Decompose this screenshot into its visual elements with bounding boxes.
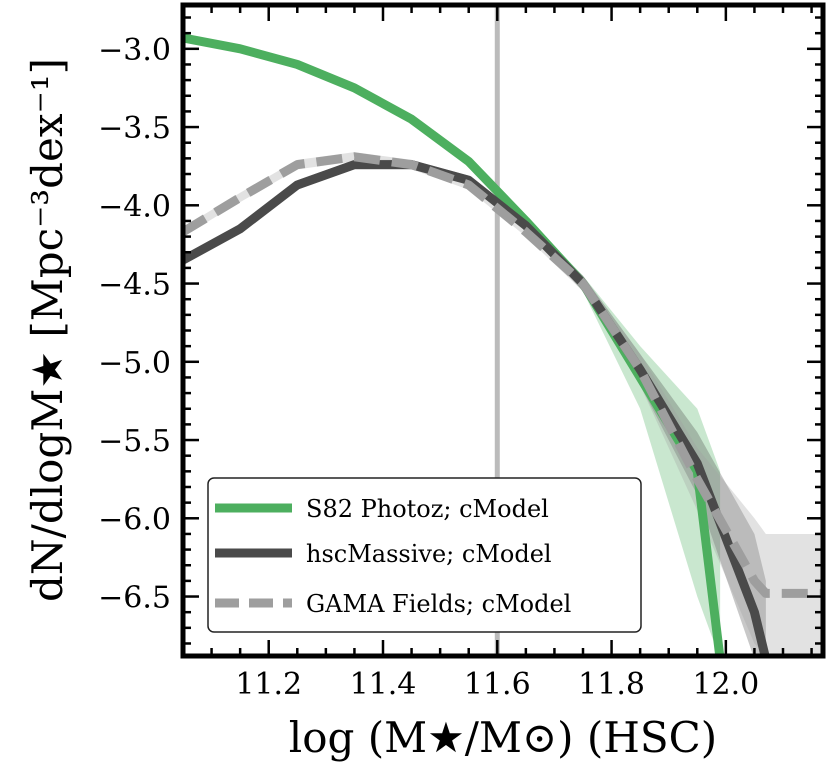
y-tick-label: −5.0: [98, 346, 171, 381]
confidence-bands: [183, 34, 823, 656]
tick-labels: 11.2 11.4 11.6 11.8 12.0 −3.0 −3.5 −4.0 −4.5 −5.0…: [98, 33, 759, 702]
y-tick-label: −3.0: [98, 33, 171, 68]
x-axis-title: log (M★/M⊙) (HSC): [289, 713, 717, 762]
y-tick-label: −4.5: [98, 268, 171, 303]
gama-fields-cmodel-line: [183, 152, 823, 598]
x-tick-label: 12.0: [692, 667, 759, 702]
plot-frame: [180, 2, 826, 659]
legend-label-gama-fields-cmodel: GAMA Fields; cModel: [306, 590, 571, 618]
x-tick-label: 11.2: [235, 667, 302, 702]
legend: S82 Photoz; cModel hscMassive; cModel GAMA…: [207, 477, 642, 633]
y-tick-label: −5.5: [98, 424, 171, 459]
y-tick-label: −4.0: [98, 189, 171, 224]
legend-box: [207, 477, 642, 633]
y-tick-label: −3.5: [98, 111, 171, 146]
y-tick-label: −6.5: [98, 581, 171, 616]
gama-fields-cmodel-band: [183, 152, 823, 656]
x-tick-label: 11.4: [350, 667, 417, 702]
y-tick-label: −6.0: [98, 502, 171, 537]
y-axis-title: dN/dlogM★ [Mpc⁻³dex⁻¹]: [23, 58, 72, 602]
x-tick-label: 11.8: [578, 667, 645, 702]
series-lines: [183, 33, 823, 656]
s82-photoz-cmodel-band: [183, 34, 721, 656]
legend-label-hscmassive-cmodel: hscMassive; cModel: [306, 540, 552, 568]
x-tick-label: 11.6: [464, 667, 531, 702]
legend-label-s82-photoz-cmodel: S82 Photoz; cModel: [306, 495, 549, 523]
